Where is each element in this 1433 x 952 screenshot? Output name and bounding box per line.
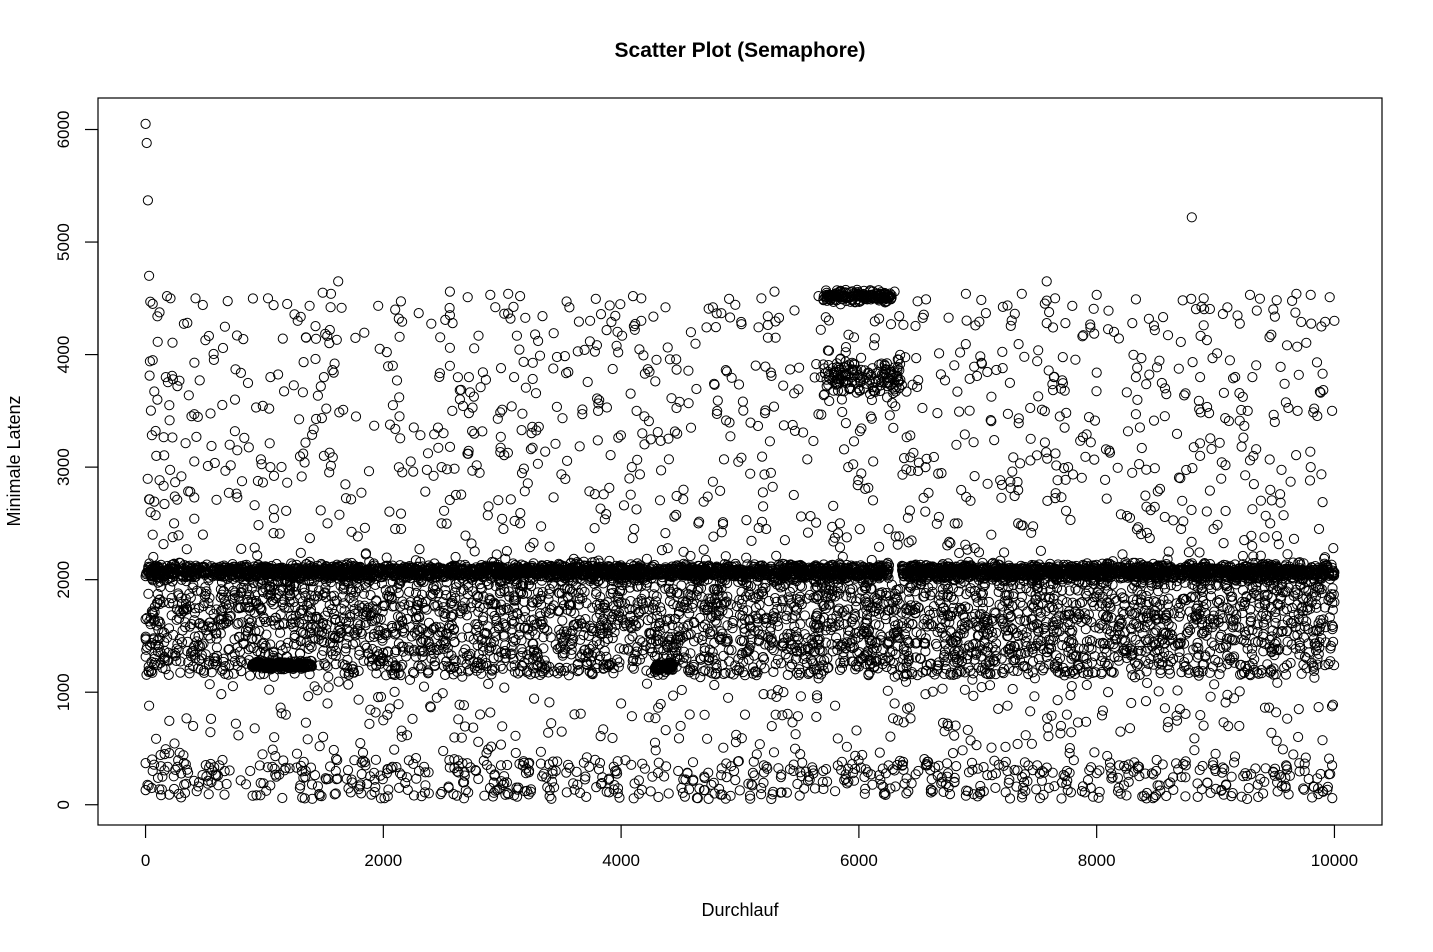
x-tick-label: 2000 (364, 851, 402, 870)
data-points (141, 119, 1339, 803)
chart-title: Scatter Plot (Semaphore) (615, 39, 866, 62)
y-axis: 0 1000 2000 3000 4000 5000 6000 (54, 111, 98, 810)
x-tick-label: 0 (141, 851, 150, 870)
y-tick-label: 4000 (54, 336, 73, 374)
y-tick-label: 3000 (54, 448, 73, 486)
data-point (144, 589, 153, 598)
data-point (262, 630, 271, 639)
x-tick-label: 10000 (1311, 851, 1358, 870)
y-tick-label: 1000 (54, 673, 73, 711)
x-axis: 0 2000 4000 6000 8000 10000 (141, 825, 1358, 870)
data-point (307, 642, 316, 651)
data-point (706, 630, 715, 639)
y-tick-label: 6000 (54, 111, 73, 149)
data-point (719, 651, 728, 660)
y-tick-label: 2000 (54, 561, 73, 599)
data-point (1215, 670, 1224, 679)
data-point (558, 616, 567, 625)
x-tick-label: 8000 (1078, 851, 1116, 870)
y-tick-label: 0 (54, 800, 73, 809)
x-tick-label: 6000 (840, 851, 878, 870)
x-tick-label: 4000 (602, 851, 640, 870)
y-tick-label: 5000 (54, 223, 73, 261)
